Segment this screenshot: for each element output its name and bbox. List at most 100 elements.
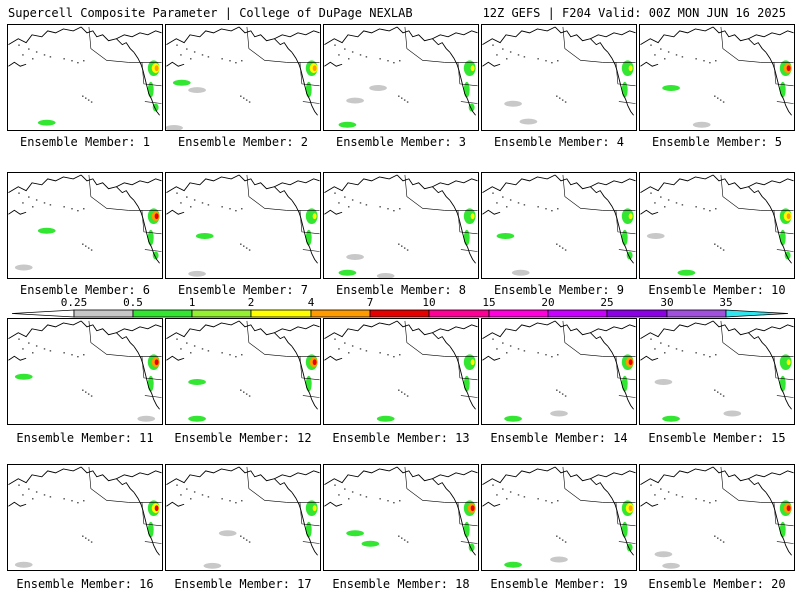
scp-contour-gray xyxy=(519,118,538,125)
island xyxy=(180,202,182,204)
ensemble-map xyxy=(324,320,478,422)
ensemble-member-label: Ensemble Member: 2 xyxy=(177,135,309,149)
coastline xyxy=(274,324,320,334)
island xyxy=(559,97,561,99)
political-border xyxy=(773,502,794,527)
legend-color-swatch xyxy=(369,309,430,318)
island xyxy=(714,243,716,245)
political-border xyxy=(141,356,162,381)
island xyxy=(186,342,188,344)
island xyxy=(338,202,340,204)
scp-contour-green xyxy=(361,540,380,547)
island xyxy=(348,206,350,208)
island xyxy=(35,199,38,201)
ensemble-map xyxy=(482,466,636,568)
legend-tick-label: 30 xyxy=(660,296,674,309)
island xyxy=(334,338,336,340)
scp-contour-red xyxy=(154,505,159,512)
coastline xyxy=(640,320,714,340)
island xyxy=(509,199,512,201)
political-border xyxy=(618,541,636,544)
coastline xyxy=(554,466,609,493)
ensemble-member-label: Ensemble Member: 8 xyxy=(335,283,467,297)
island xyxy=(401,537,403,539)
coastline xyxy=(590,470,636,480)
island xyxy=(190,498,192,500)
island xyxy=(344,196,346,198)
island xyxy=(537,352,539,354)
ensemble-member-label: Ensemble Member: 16 xyxy=(16,577,154,591)
island xyxy=(82,95,84,97)
island xyxy=(18,338,20,340)
island xyxy=(401,245,403,247)
island xyxy=(235,210,237,212)
island xyxy=(703,354,705,356)
scp-contour-gray xyxy=(654,551,673,558)
island xyxy=(506,352,508,354)
island xyxy=(190,206,192,208)
political-border xyxy=(773,62,794,87)
coastline xyxy=(640,26,714,46)
ensemble-member-label: Ensemble Member: 6 xyxy=(19,283,151,297)
scp-contour-yellow xyxy=(628,65,633,72)
ensemble-map-panel xyxy=(165,24,321,131)
island xyxy=(559,537,561,539)
island xyxy=(241,500,243,502)
island xyxy=(502,196,504,198)
island xyxy=(709,356,711,358)
island xyxy=(393,62,395,64)
island xyxy=(240,535,242,537)
island xyxy=(83,500,85,502)
ensemble-map-panel xyxy=(165,172,321,279)
legend-color-swatch xyxy=(310,309,371,318)
ensemble-map xyxy=(166,320,320,422)
island xyxy=(32,58,34,60)
ensemble-member-label: Ensemble Member: 20 xyxy=(648,577,786,591)
island xyxy=(681,350,684,352)
ensemble-map xyxy=(324,466,478,556)
scp-contour-green xyxy=(37,227,56,234)
ensemble-map-panel xyxy=(639,464,795,571)
island xyxy=(496,348,498,350)
island xyxy=(398,535,400,537)
scp-contour-gray xyxy=(504,100,522,107)
coastline xyxy=(748,178,794,188)
island xyxy=(564,249,567,251)
island xyxy=(240,243,242,245)
political-border xyxy=(720,26,761,63)
ensemble-map-panel xyxy=(323,464,479,571)
scp-contour-gray xyxy=(511,269,530,276)
island xyxy=(35,345,38,347)
coastline xyxy=(482,209,501,215)
island xyxy=(229,500,231,502)
island xyxy=(398,95,400,97)
island xyxy=(87,393,90,395)
coastline xyxy=(238,26,293,53)
island xyxy=(709,210,711,212)
island xyxy=(71,208,73,210)
island xyxy=(359,494,362,496)
island xyxy=(557,500,559,502)
coastline xyxy=(274,178,320,188)
island xyxy=(235,502,237,504)
coastline xyxy=(748,470,794,480)
island xyxy=(85,97,87,99)
island xyxy=(90,101,93,103)
island xyxy=(176,44,178,46)
political-border xyxy=(246,320,287,357)
political-border xyxy=(302,249,320,252)
island xyxy=(201,54,204,56)
island xyxy=(681,56,684,58)
coastline xyxy=(712,320,767,347)
island xyxy=(176,338,178,340)
island xyxy=(207,350,210,352)
island xyxy=(351,345,354,347)
island xyxy=(22,202,24,204)
island xyxy=(240,95,242,97)
political-border xyxy=(562,174,603,211)
island xyxy=(667,491,670,493)
island xyxy=(664,206,666,208)
island xyxy=(695,58,697,60)
island xyxy=(559,391,561,393)
island xyxy=(32,206,34,208)
